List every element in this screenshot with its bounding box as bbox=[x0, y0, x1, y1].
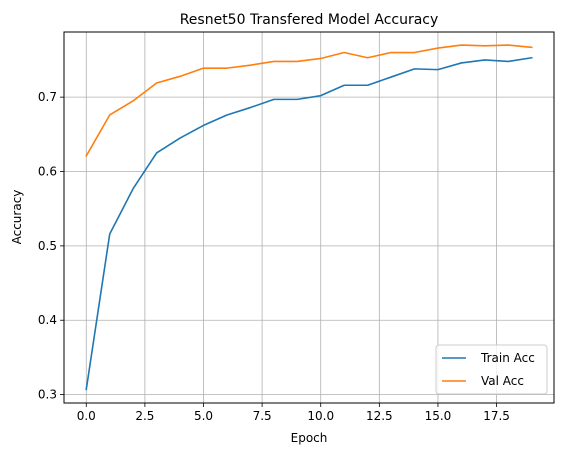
series-line-train-acc bbox=[85, 56, 533, 391]
x-tick-label: 5.0 bbox=[194, 409, 213, 423]
legend-label-train-acc: Train Acc bbox=[480, 351, 535, 365]
series-line-val-acc bbox=[85, 44, 533, 157]
x-tick-label: 10.0 bbox=[307, 409, 334, 423]
legend: Train Acc Val Acc bbox=[435, 344, 548, 395]
x-tick-label: 2.5 bbox=[135, 409, 154, 423]
plot-frame bbox=[63, 31, 555, 404]
x-tick-label: 0.0 bbox=[77, 409, 96, 423]
legend-label-val-acc: Val Acc bbox=[481, 374, 524, 388]
y-tick-label: 0.6 bbox=[38, 165, 57, 179]
x-tick-label: 15.0 bbox=[425, 409, 452, 423]
y-tick-label: 0.3 bbox=[38, 388, 57, 402]
x-tick-label: 17.5 bbox=[483, 409, 510, 423]
ticks: 0.0 2.5 5.0 7.5 10.0 12.5 15.0 17.5 0.3 0.4 0.5 0.6… bbox=[38, 90, 510, 423]
y-axis-title: Accuracy bbox=[10, 190, 24, 245]
chart-title: Resnet50 Transfered Model Accuracy bbox=[180, 12, 439, 28]
y-tick-label: 0.5 bbox=[38, 239, 57, 253]
grid bbox=[64, 32, 554, 403]
series-lines bbox=[85, 44, 533, 391]
x-axis-title: Epoch bbox=[291, 431, 328, 445]
x-tick-label: 7.5 bbox=[253, 409, 272, 423]
x-tick-label: 12.5 bbox=[366, 409, 393, 423]
y-tick-label: 0.4 bbox=[38, 313, 57, 327]
y-tick-label: 0.7 bbox=[38, 90, 57, 104]
